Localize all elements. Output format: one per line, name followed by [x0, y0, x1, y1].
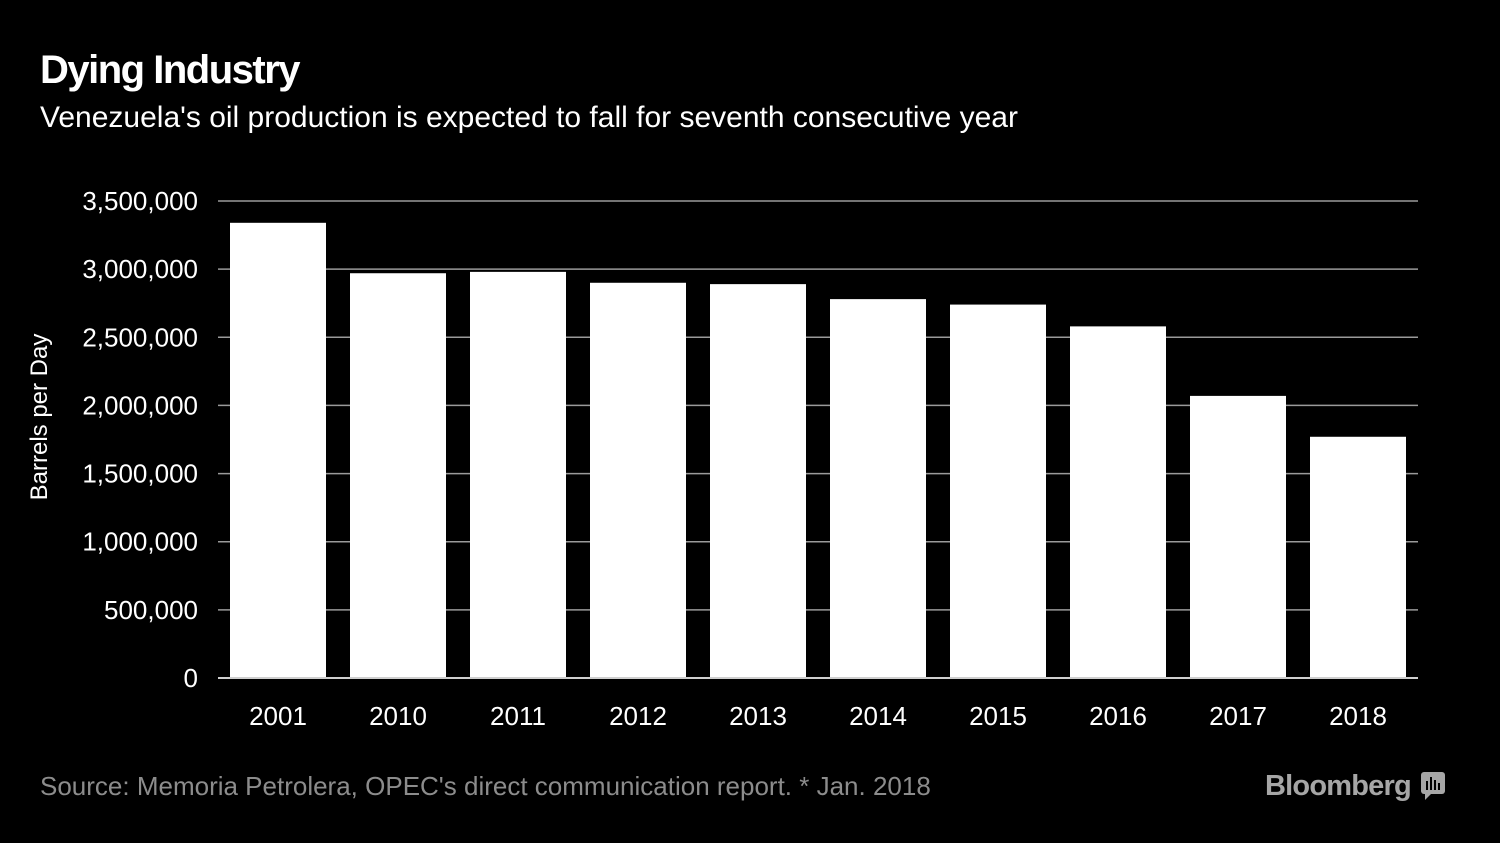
- bar: [830, 299, 926, 678]
- x-tick-label: 2016: [1089, 701, 1147, 731]
- x-tick-label: 2018: [1329, 701, 1387, 731]
- x-tick-label: 2011: [490, 701, 546, 731]
- x-tick-label: 2014: [849, 701, 907, 731]
- chart-title: Dying Industry: [40, 48, 301, 92]
- bar: [230, 222, 326, 678]
- y-tick-label: 2,500,000: [82, 322, 198, 352]
- y-tick-label: 500,000: [104, 595, 198, 625]
- y-tick-label: 3,500,000: [82, 186, 198, 216]
- bar: [590, 282, 686, 678]
- x-tick-label: 2013: [729, 701, 787, 731]
- brand-name: Bloomberg: [1265, 769, 1412, 802]
- bar: [1190, 395, 1286, 678]
- x-tick-label: 2015: [969, 701, 1027, 731]
- y-tick-label: 1,500,000: [82, 459, 198, 489]
- axes: 0 500,000 1,000,000 1,500,000 2,000,000 2,500…: [82, 186, 1418, 731]
- x-tick-label: 2012: [609, 701, 667, 731]
- y-tick-label: 2,000,000: [82, 390, 198, 420]
- x-tick-label: 2017: [1209, 701, 1267, 731]
- bar: [1070, 326, 1166, 678]
- bars: [230, 222, 1406, 678]
- bar: [470, 271, 566, 678]
- x-tick-label: 2001: [249, 701, 307, 731]
- y-axis-label: Barrels per Day: [26, 334, 53, 501]
- chart-subtitle: Venezuela's oil production is expected t…: [40, 101, 1018, 134]
- bloomberg-terminal-icon: [1420, 772, 1445, 800]
- y-tick-label: 3,000,000: [82, 254, 198, 284]
- bar: [950, 304, 1046, 678]
- bar: [350, 273, 446, 678]
- source-note: Source: Memoria Petrolera, OPEC's direct…: [40, 771, 931, 801]
- brand-logo: Bloomberg: [1265, 766, 1445, 806]
- y-tick-label: 1,000,000: [82, 527, 198, 557]
- y-tick-label: 0: [184, 663, 198, 693]
- bar: [1310, 436, 1406, 678]
- x-tick-label: 2010: [369, 701, 427, 731]
- bar: [710, 284, 806, 678]
